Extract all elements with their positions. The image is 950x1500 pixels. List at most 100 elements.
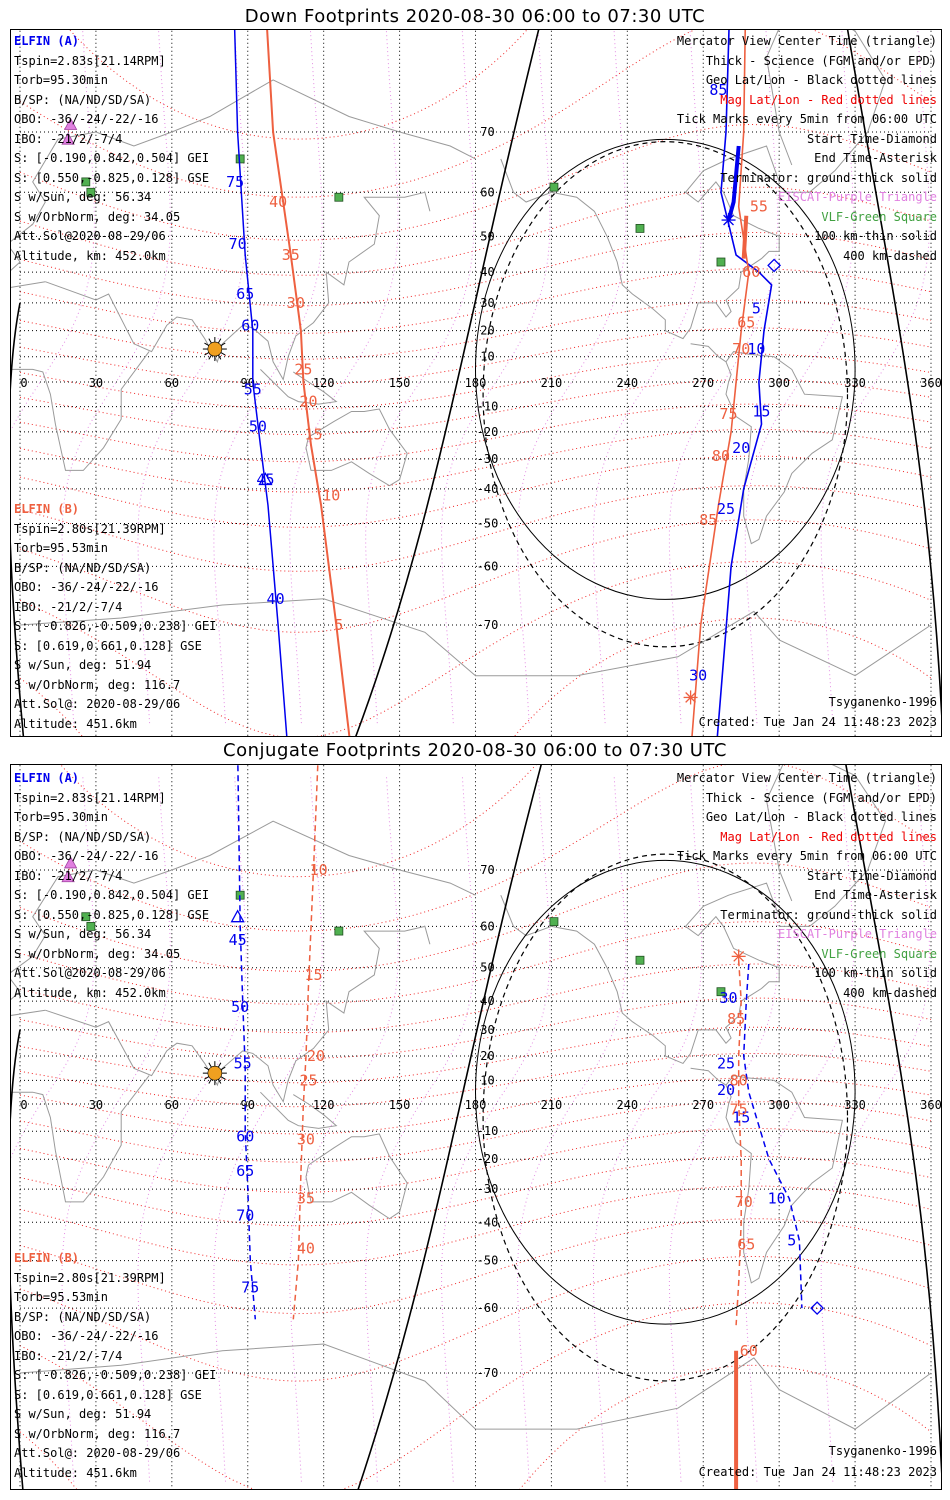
terminator-line <box>357 765 542 1489</box>
coastline <box>260 369 338 405</box>
elfin-a-line: IBO: -21/2/-7/4 <box>14 868 123 883</box>
mag-lat-line <box>19 428 932 493</box>
science-segment <box>741 215 749 259</box>
legend-entry: Mag Lat/Lon - Red dotted lines <box>720 829 937 844</box>
coastline <box>19 1343 932 1430</box>
elfin-b-line: Torb=95.53min <box>14 1290 108 1304</box>
lon-tick-label: 300 <box>768 1098 790 1112</box>
elfin-a-lines: Tspin=2.83s[21.14RPM] Torb=95.30min B/SP: … <box>14 789 209 1000</box>
elfin-b-line: S w/Sun, deg: 51.94 <box>14 658 152 672</box>
coastline <box>11 820 476 1000</box>
mag-lat-line <box>19 1128 932 1193</box>
lon-tick-label: 360 <box>920 1098 941 1112</box>
track-a-tick-label: 40 <box>267 590 285 608</box>
vlf-station-marker <box>549 182 559 192</box>
elfin-b-line: OBO: -36/-24/-22/-16 <box>14 1329 159 1343</box>
terminator-line <box>11 302 25 736</box>
lon-tick-label: 210 <box>541 1098 563 1112</box>
start-time-diamond <box>767 258 782 273</box>
elfin-a-line: Torb=95.30min <box>14 810 108 824</box>
legend-entry: Tick Marks every 5min from 06:00 UTC <box>676 112 937 126</box>
terminator-line <box>845 765 941 1474</box>
legend-entry: EISCAT-Purple Triangle <box>778 927 937 941</box>
terminator <box>11 30 941 736</box>
map-legend: Mercator View Center Time (triangle) Thic… <box>677 769 937 1003</box>
lat-tick-label: -60 <box>477 559 499 573</box>
legend-entry: 400 km-dashed <box>843 248 937 263</box>
legend-entry: End Time-Asterisk <box>814 888 937 902</box>
coastline <box>690 343 844 545</box>
mag-lon-line <box>516 775 627 1482</box>
lat-tick-label: 40 <box>480 265 494 279</box>
coastline <box>765 30 886 193</box>
track-b-tick-label: 60 <box>740 1342 758 1360</box>
lat-tick-label: 10 <box>480 350 494 364</box>
sun-disk <box>207 1065 223 1081</box>
created-timestamp: Created: Tue Jan 24 11:48:23 2023 <box>698 1465 937 1479</box>
lat-tick-label: 30 <box>480 296 494 310</box>
mag-lon-line <box>213 775 323 1482</box>
elfin-a-lines: Tspin=2.83s[21.14RPM] Torb=95.30min B/SP: … <box>14 52 209 263</box>
footprint-track <box>292 765 319 1320</box>
legend-entry: Mag Lat/Lon - Red dotted lines <box>720 92 937 107</box>
legend-entry: VLF-Green Square <box>821 946 937 961</box>
elfin-b-line: IBO: -21/2/-7/4 <box>14 599 123 614</box>
elfin-b-line: S w/OrbNorm, deg: 116.7 <box>14 1426 181 1441</box>
mag-lon-line <box>289 775 399 1482</box>
elfin-a-header: ELFIN (A) <box>14 771 80 785</box>
center-time-triangle <box>230 909 245 923</box>
lon-tick-label: 210 <box>541 376 563 390</box>
footprint-track <box>735 960 742 1326</box>
legend-entry: 400 km-dashed <box>843 985 937 1000</box>
elfin-a-line: Tspin=2.83s[21.14RPM] <box>14 53 166 68</box>
track-b-tick-label: 85 <box>727 1010 745 1028</box>
elfin-a-line: Altitude, km: 452.0km <box>14 248 166 263</box>
track-b-tick-label: 65 <box>737 314 755 332</box>
elfin-a-line: OBO: -36/-24/-22/-16 <box>14 112 159 126</box>
elfin-b-lines: Tspin=2.80s[21.39RPM] Torb=95.53min B/SP: … <box>14 1269 216 1480</box>
legend-entry: Tick Marks every 5min from 06:00 UTC <box>676 849 937 863</box>
legend-entry: VLF-Green Square <box>821 209 937 224</box>
legend-entry: Terminator: ground-thick solid <box>720 170 937 185</box>
legend-entry: EISCAT-Purple Triangle <box>778 190 937 204</box>
legend-entry: 100 km-thin solid <box>814 966 937 980</box>
asterisk-stroke <box>685 692 697 703</box>
track-b-tick-label: 20 <box>299 393 317 411</box>
elfin-b-line: Altitude: 451.6km <box>14 1465 137 1480</box>
lat-tick-label: -20 <box>477 1152 499 1166</box>
lon-tick-label: 150 <box>389 376 411 390</box>
track-a-tick-label: 20 <box>717 1081 735 1099</box>
lat-tick-label: 30 <box>480 1023 494 1037</box>
terminator-line <box>11 1029 24 1489</box>
elfin-b-line: S w/Sun, deg: 51.94 <box>14 1407 152 1421</box>
down-footprints-map: 0 30 60 90 120 150 180 210 240 270 300 330 360 70 60 50… <box>10 29 942 737</box>
legend-entry: Thick - Science (FGM and/or EPD) <box>705 53 937 68</box>
lat-tick-label: 10 <box>480 1073 494 1087</box>
coastlines <box>11 765 932 1430</box>
conjugate-panel-title: Conjugate Footprints 2020-08-30 06:00 to… <box>223 740 727 761</box>
map-legend: Mercator View Center Time (triangle) Thic… <box>677 32 937 266</box>
lon-tick-label: 300 <box>768 376 790 390</box>
track-b-tick-label: 60 <box>742 263 760 281</box>
mag-lat-line <box>19 403 932 463</box>
asterisk-stroke <box>733 950 745 962</box>
lat-tick-label: -60 <box>477 1301 499 1315</box>
lon-tick-label: 60 <box>165 1098 179 1112</box>
track-a-tick-label: 60 <box>241 316 259 334</box>
elfin-b-line: S: [-0.826,-0.509,0.238] GEI <box>14 619 217 633</box>
track-b-tick-label: 80 <box>730 1071 748 1089</box>
coastline <box>690 1067 844 1284</box>
elfin-a-line: IBO: -21/2/-7/4 <box>14 131 123 146</box>
vlf-station-marker <box>86 922 96 931</box>
elfin-b-line: S w/OrbNorm, deg: 116.7 <box>14 677 181 692</box>
lat-tick-label: -70 <box>477 618 499 632</box>
mag-lat-line <box>19 299 932 360</box>
elfin-b-line: Att.Sol@: 2020-08-29/06 <box>14 697 181 711</box>
lat-tick-label: -30 <box>477 1182 499 1196</box>
vlf-station-marker <box>86 187 96 197</box>
track-a-tick-label: 75 <box>241 1279 259 1297</box>
track-b-tick-label: 75 <box>720 405 738 423</box>
mag-grid <box>19 30 932 736</box>
track-a-tick-label: 70 <box>229 235 247 253</box>
lon-tick-label: 90 <box>241 1098 255 1112</box>
